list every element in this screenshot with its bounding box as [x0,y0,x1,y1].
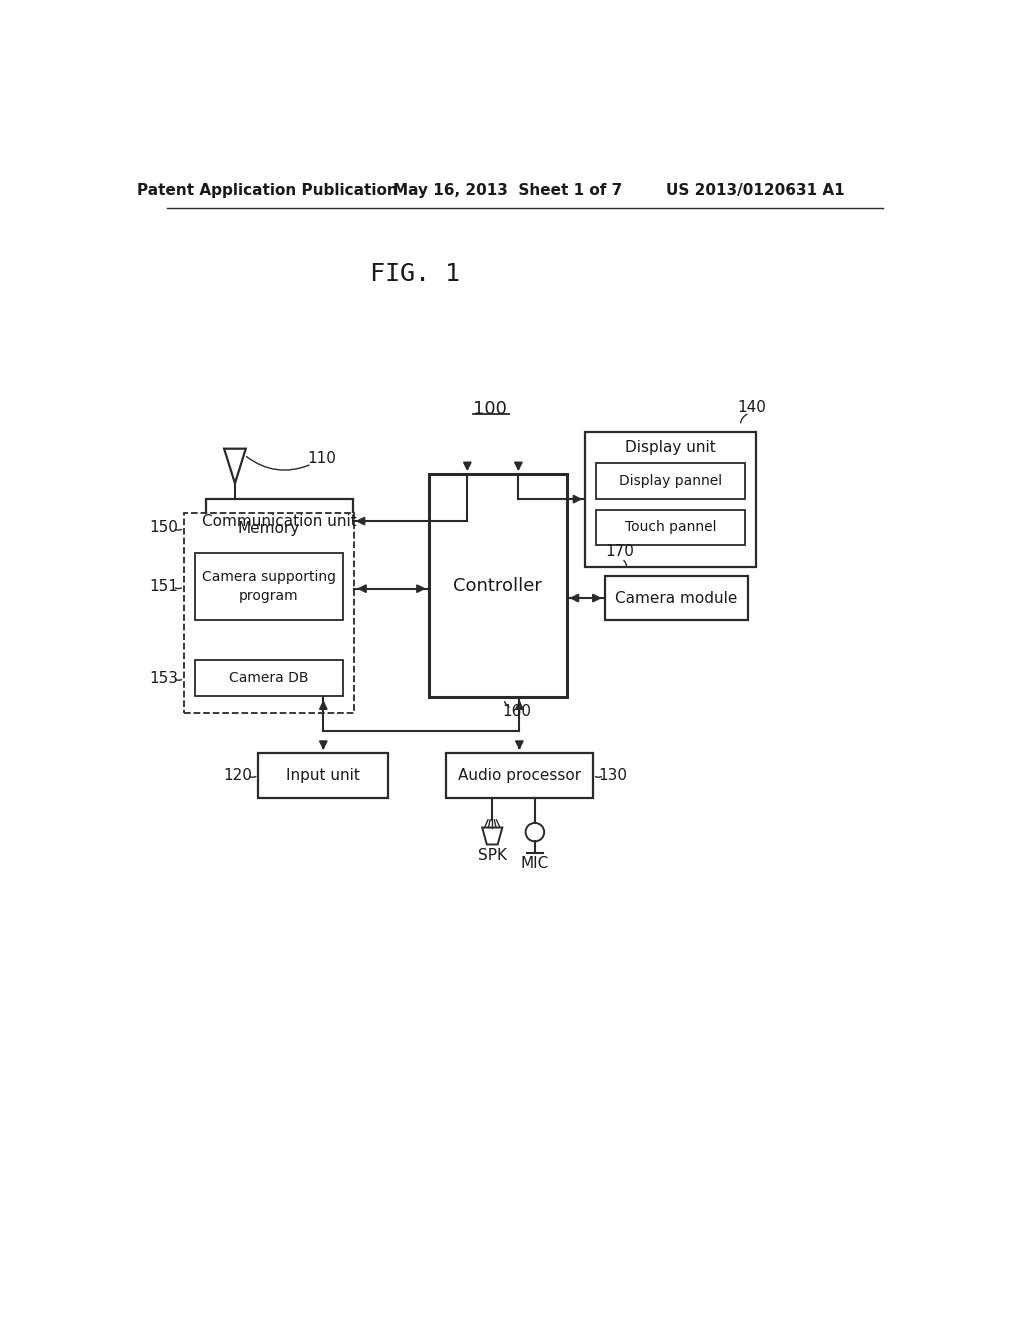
Text: 151: 151 [150,579,178,594]
Text: Input unit: Input unit [287,768,360,783]
Text: 100: 100 [473,400,507,417]
Bar [596,463,744,499]
Bar [258,752,388,797]
Text: Communication unit: Communication unit [202,513,356,528]
Text: 150: 150 [150,520,178,536]
Text: 160: 160 [503,704,531,719]
Text: 153: 153 [150,671,178,685]
Text: Camera supporting
program: Camera supporting program [202,570,336,603]
Text: Patent Application Publication: Patent Application Publication [137,183,398,198]
Bar [604,576,748,620]
Text: MIC: MIC [521,857,549,871]
Bar [596,510,744,545]
Text: SPK: SPK [478,847,507,863]
Bar [195,553,343,620]
Text: Controller: Controller [454,577,542,595]
Bar [586,432,756,566]
Text: 130: 130 [599,768,628,783]
Text: Memory: Memory [238,520,300,536]
Text: 170: 170 [605,544,635,558]
Text: Display unit: Display unit [625,440,716,454]
Text: Audio processor: Audio processor [458,768,581,783]
Bar [445,752,593,797]
Bar [195,660,343,696]
Bar [206,499,352,544]
Text: 140: 140 [737,400,766,414]
Text: May 16, 2013  Sheet 1 of 7: May 16, 2013 Sheet 1 of 7 [393,183,623,198]
Text: 110: 110 [307,451,336,466]
Text: Display pannel: Display pannel [618,474,722,488]
Text: Touch pannel: Touch pannel [625,520,716,535]
Text: Camera module: Camera module [615,590,737,606]
Bar [429,474,566,697]
Text: 120: 120 [223,768,253,783]
Text: FIG. 1: FIG. 1 [370,261,460,286]
Bar [183,512,354,713]
Text: US 2013/0120631 A1: US 2013/0120631 A1 [667,183,845,198]
Text: Camera DB: Camera DB [229,671,309,685]
